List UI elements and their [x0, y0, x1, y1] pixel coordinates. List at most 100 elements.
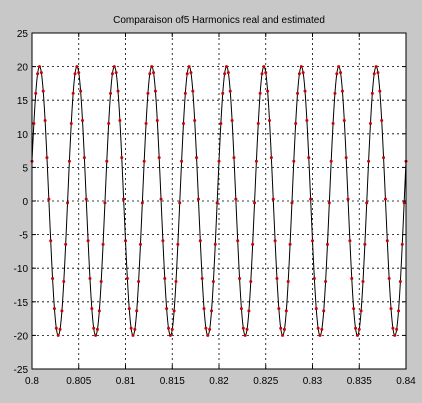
data-point-estimated — [129, 326, 133, 330]
data-point-estimated — [181, 122, 185, 126]
data-point-estimated — [34, 91, 38, 95]
data-point-estimated — [316, 326, 320, 330]
data-point-estimated — [370, 91, 374, 95]
data-point-estimated — [152, 71, 156, 75]
y-tick-label: -5 — [19, 231, 28, 242]
data-point-estimated — [337, 65, 341, 69]
data-point-estimated — [45, 156, 49, 160]
data-point-estimated — [232, 156, 236, 160]
data-point-estimated — [344, 156, 348, 160]
plot-border — [31, 32, 407, 370]
data-point-estimated — [66, 201, 70, 205]
data-point-estimated — [73, 72, 77, 76]
data-point-estimated — [47, 197, 51, 201]
data-point-estimated — [193, 118, 197, 122]
data-point-estimated — [217, 159, 221, 163]
data-point-estimated — [92, 326, 96, 330]
data-point-estimated — [311, 239, 314, 243]
data-point-estimated — [185, 72, 189, 76]
data-point-estimated — [198, 239, 202, 243]
data-point-estimated — [368, 122, 372, 126]
data-point-estimated — [267, 118, 271, 122]
data-point-estimated — [109, 91, 113, 95]
data-point-estimated — [103, 201, 107, 205]
data-point-estimated — [325, 242, 329, 246]
data-point-estimated — [140, 201, 144, 205]
y-tick-label: 25 — [17, 29, 29, 40]
data-point-estimated — [213, 242, 217, 246]
data-point-estimated — [254, 159, 258, 163]
data-point-estimated — [191, 89, 195, 93]
data-point-estimated — [230, 118, 234, 122]
x-tick-label: 0.815 — [160, 376, 185, 387]
data-point-estimated — [142, 159, 146, 163]
data-point-estimated — [75, 65, 79, 69]
data-point-estimated — [346, 197, 350, 201]
data-point-estimated — [253, 201, 257, 205]
data-point-estimated — [245, 327, 249, 331]
data-point-estimated — [157, 156, 161, 160]
data-point-estimated — [367, 159, 371, 163]
data-point-estimated — [67, 159, 71, 163]
data-point-estimated — [196, 197, 200, 201]
data-point-estimated — [374, 65, 378, 69]
data-point-estimated — [335, 72, 339, 76]
data-point-estimated — [77, 71, 81, 75]
data-point-estimated — [288, 242, 292, 246]
data-point-estimated — [208, 327, 212, 331]
data-point-estimated — [299, 65, 303, 69]
data-point-estimated — [127, 307, 131, 311]
data-point-estimated — [110, 72, 114, 76]
data-point-estimated — [385, 239, 389, 243]
data-point-estimated — [279, 326, 283, 330]
data-point-estimated — [131, 333, 135, 337]
x-tick-label: 0.825 — [253, 376, 278, 387]
data-point-estimated — [275, 276, 279, 280]
x-tick-label: 0.805 — [66, 376, 91, 387]
data-point-estimated — [318, 333, 322, 337]
data-point-estimated — [71, 91, 75, 95]
x-tick-label: 0.835 — [347, 376, 372, 387]
series-group — [30, 65, 408, 337]
data-point-estimated — [69, 122, 73, 126]
data-point-estimated — [101, 242, 105, 246]
data-point-estimated — [271, 197, 275, 201]
y-tick-label: 15 — [17, 96, 29, 107]
data-point-estimated — [144, 122, 148, 126]
data-point-estimated — [215, 201, 219, 205]
data-point-estimated — [161, 239, 165, 243]
data-point-estimated — [266, 89, 270, 93]
data-point-estimated — [296, 91, 300, 95]
data-point-estimated — [84, 197, 88, 201]
data-point-estimated — [174, 280, 178, 284]
data-point-estimated — [133, 327, 137, 331]
data-point-estimated — [206, 333, 210, 337]
y-tick-label: 20 — [17, 63, 29, 74]
data-point-estimated — [146, 91, 150, 95]
data-point-estimated — [262, 65, 266, 69]
data-point-estimated — [297, 72, 301, 76]
data-point-estimated — [112, 65, 116, 69]
data-point-estimated — [52, 307, 56, 311]
data-point-estimated — [389, 307, 393, 311]
data-point-estimated — [286, 280, 290, 284]
data-point-estimated — [314, 307, 318, 311]
data-point-estimated — [342, 118, 346, 122]
data-point-estimated — [138, 242, 142, 246]
data-point-estimated — [348, 239, 352, 243]
x-tick-label: 0.84 — [396, 376, 416, 387]
data-point-estimated — [383, 197, 387, 201]
data-point-estimated — [204, 326, 208, 330]
y-tick-label: 5 — [22, 163, 28, 174]
data-point-estimated — [380, 118, 384, 122]
data-point-estimated — [155, 118, 159, 122]
data-point-estimated — [393, 333, 397, 337]
data-point-estimated — [290, 201, 294, 205]
data-point-estimated — [223, 72, 227, 76]
data-point-estimated — [82, 156, 86, 160]
data-point-estimated — [398, 280, 402, 284]
data-point-estimated — [363, 242, 367, 246]
data-point-estimated — [54, 326, 58, 330]
data-point-estimated — [211, 280, 215, 284]
data-point-estimated — [124, 239, 127, 243]
